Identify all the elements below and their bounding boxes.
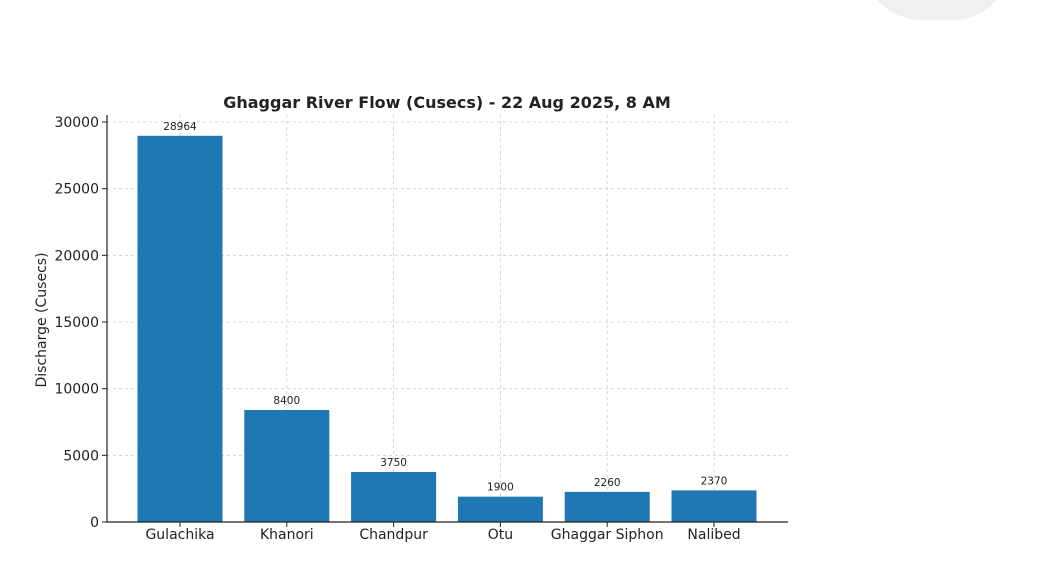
bar xyxy=(457,496,543,522)
x-tick-label: Khanori xyxy=(260,527,314,543)
y-tick-label: 5000 xyxy=(63,448,99,464)
bar xyxy=(244,410,330,522)
chart-title: Ghaggar River Flow (Cusecs) - 22 Aug 202… xyxy=(223,93,671,112)
axis-layer: 0 5000 10000 15000 20000 25000 30000 Gulachika K… xyxy=(54,115,788,543)
x-tick-label: Chandpur xyxy=(359,527,428,543)
bar-value-label: 8400 xyxy=(273,395,300,407)
bar-value-label: 2370 xyxy=(701,475,728,487)
bar xyxy=(137,135,223,522)
y-tick-label: 10000 xyxy=(54,382,99,398)
bar-value-label: 1900 xyxy=(487,482,514,494)
bar-layer: 28964 8400 3750 1900 2260 2370 xyxy=(137,121,757,522)
x-tick-label: Ghaggar Siphon xyxy=(551,527,664,543)
x-tick-label: Gulachika xyxy=(145,527,214,543)
bar xyxy=(671,490,757,522)
bar-value-label: 2260 xyxy=(594,477,621,489)
y-tick-label: 20000 xyxy=(54,248,99,264)
bar-value-label: 3750 xyxy=(380,457,407,469)
y-tick-label: 0 xyxy=(90,515,99,531)
x-tick-label: Otu xyxy=(488,527,513,543)
bar xyxy=(564,491,650,522)
x-tick-label: Nalibed xyxy=(687,527,740,543)
y-axis-label: Discharge (Cusecs) xyxy=(34,252,50,387)
bar xyxy=(351,472,437,522)
y-tick-label: 30000 xyxy=(54,115,99,131)
y-tick-label: 25000 xyxy=(54,182,99,198)
y-tick-label: 15000 xyxy=(54,315,99,331)
corner-decoration xyxy=(862,0,1012,20)
bar-value-label: 28964 xyxy=(163,121,197,133)
